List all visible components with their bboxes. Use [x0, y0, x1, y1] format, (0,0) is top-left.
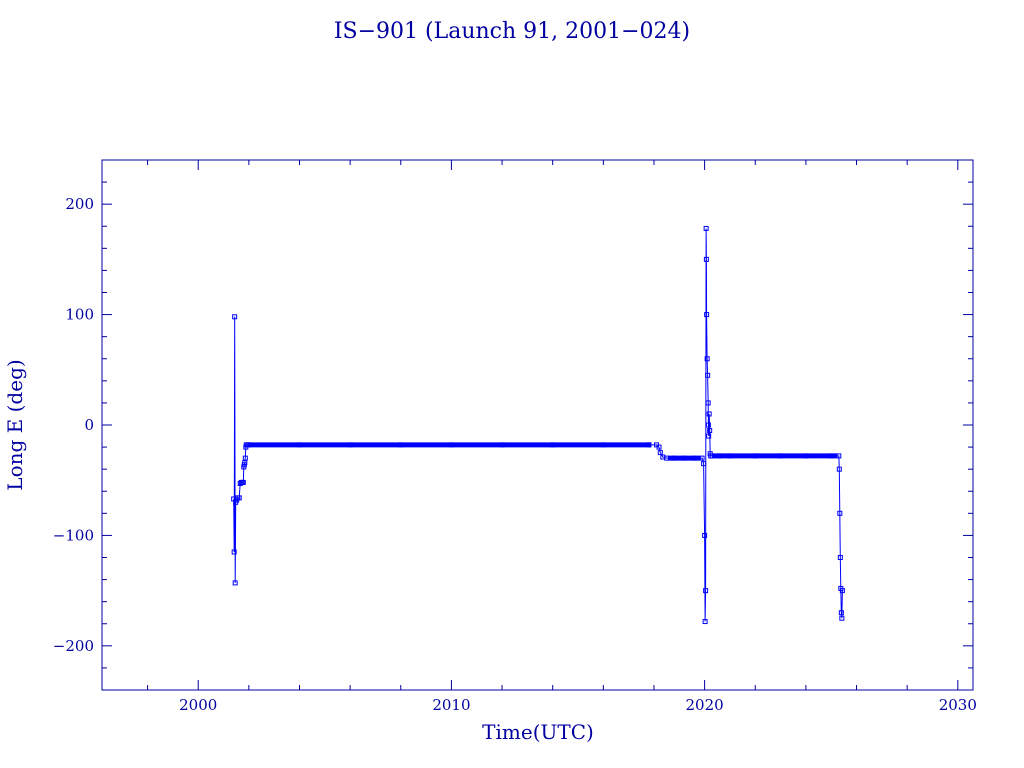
data-point — [691, 455, 697, 461]
data-point — [704, 356, 710, 362]
data-point — [778, 453, 784, 459]
data-point — [231, 549, 237, 555]
x-tick-label: 2020 — [686, 696, 724, 714]
data-point — [703, 256, 709, 262]
data-point — [657, 450, 663, 456]
axis-tick-labels: 2000 2010 2020 2030 −200 −100 0 100 200 — [53, 195, 977, 714]
data-point — [448, 442, 454, 448]
data-point — [656, 444, 662, 450]
x-tick-label: 2000 — [179, 696, 217, 714]
data-point — [699, 455, 705, 461]
data-point — [240, 479, 246, 485]
data-point — [717, 453, 723, 459]
y-tick-label: −200 — [53, 637, 94, 655]
y-tick-label: 100 — [65, 306, 94, 324]
y-tick-label: −100 — [53, 526, 94, 544]
x-tick-label: 2010 — [432, 696, 470, 714]
data-point — [839, 615, 845, 621]
x-tick-label: 2030 — [939, 696, 977, 714]
data-point — [246, 442, 252, 448]
data-point — [600, 442, 606, 448]
data-point — [232, 580, 238, 586]
data-point — [706, 411, 712, 417]
axis-ticks — [102, 160, 973, 690]
y-tick-label: 200 — [65, 195, 94, 213]
data-point — [703, 588, 709, 594]
data-point — [296, 442, 302, 448]
y-tick-label: 0 — [84, 416, 94, 434]
data-point — [702, 532, 708, 538]
data-point — [664, 455, 670, 461]
data-point — [681, 455, 687, 461]
data-point — [837, 555, 843, 560]
data-point — [706, 433, 712, 439]
data-point — [803, 453, 809, 459]
chart-title: IS−901 (Launch 91, 2001−024) — [334, 19, 690, 44]
data-point — [236, 495, 242, 501]
data-point — [707, 428, 713, 434]
data-point — [839, 588, 845, 594]
data-point — [646, 442, 652, 448]
data-point — [671, 455, 677, 461]
data-point — [705, 372, 711, 378]
data-point — [838, 610, 844, 616]
series-markers — [231, 225, 845, 625]
data-point — [701, 461, 707, 467]
data-point — [702, 619, 708, 625]
data-point — [232, 314, 238, 320]
data-point — [499, 442, 505, 448]
data-point — [703, 225, 709, 231]
data-point — [836, 453, 842, 459]
data-point — [550, 442, 556, 448]
y-axis-label: Long E (deg) — [3, 359, 27, 490]
data-point — [828, 453, 834, 459]
data-point — [727, 453, 733, 459]
data-point — [837, 510, 843, 516]
data-point — [705, 422, 711, 428]
data-point — [704, 312, 710, 318]
data-point — [242, 455, 248, 461]
data-point — [752, 453, 758, 459]
data-point — [709, 453, 715, 459]
data-point — [398, 442, 404, 448]
data-point — [347, 442, 353, 448]
data-point — [705, 400, 711, 406]
data-point — [836, 466, 842, 472]
series-line — [233, 228, 843, 622]
x-axis-label: Time(UTC) — [482, 720, 594, 744]
